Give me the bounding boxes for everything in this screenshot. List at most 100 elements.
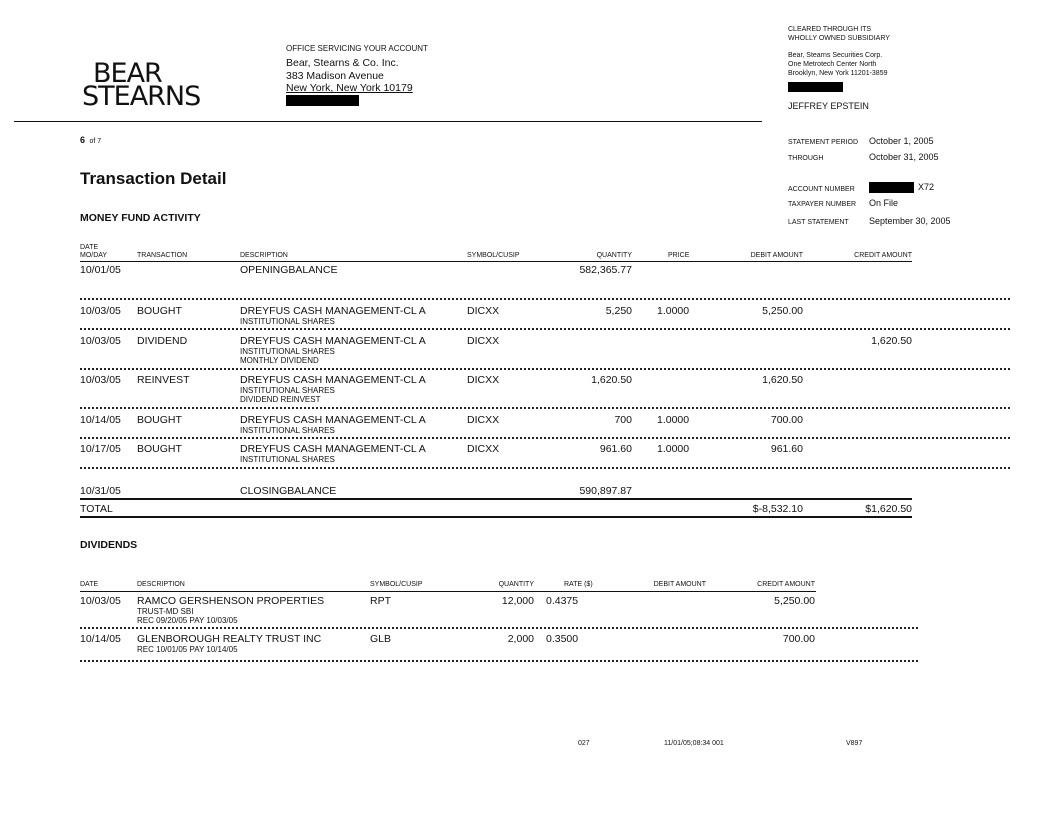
footer-timestamp: 11/01/05;08:34 001 — [664, 740, 724, 747]
period-label: STATEMENT PERIOD — [788, 139, 859, 146]
row-description-detail: INSTITUTIONAL SHARES — [240, 386, 335, 395]
row-description-detail: INSTITUTIONAL SHARES — [240, 317, 335, 326]
office-heading: OFFICE SERVICING YOUR ACCOUNT — [286, 44, 428, 53]
div-col-quantity: QUANTITY — [498, 581, 534, 588]
col-credit: CREDIT AMOUNT — [854, 252, 912, 259]
page-total: of 7 — [89, 138, 102, 145]
logo-line1: BEAR — [93, 58, 163, 89]
div-row-quantity: 2,000 — [507, 633, 534, 645]
div-header-rule — [80, 591, 816, 592]
row-divider — [80, 437, 1010, 439]
row-debit: 1,620.50 — [762, 374, 803, 386]
page-indicator: 6 of 7 — [80, 130, 101, 148]
div-row-rate: 0.3500 — [546, 633, 579, 645]
closing-quantity: 590,897.87 — [579, 485, 632, 497]
taxpayer-label: TAXPAYER NUMBER — [788, 201, 857, 208]
row-description-detail: INSTITUTIONAL SHARES — [240, 347, 335, 356]
div-col-description: DESCRIPTION — [137, 581, 185, 588]
row-divider — [80, 298, 1010, 300]
taxpayer-value: On File — [869, 198, 899, 208]
row-description: DREYFUS CASH MANAGEMENT-CL A — [240, 374, 426, 386]
client-name: JEFFREY EPSTEIN — [788, 101, 869, 111]
row-description-detail: DIVIDEND REINVEST — [240, 395, 321, 404]
row-date: 10/03/05 — [80, 305, 121, 317]
header-divider — [14, 121, 762, 122]
row-divider — [80, 467, 1010, 469]
last-statement-label: LAST STATEMENT — [788, 219, 849, 226]
div-row-credit: 700.00 — [782, 633, 815, 645]
row-description: DREYFUS CASH MANAGEMENT-CL A — [240, 335, 426, 347]
office-street: 383 Madison Avenue — [286, 70, 384, 82]
row-quantity: 961.60 — [599, 443, 632, 455]
row-quantity: 700 — [614, 414, 632, 426]
closing-date: 10/31/05 — [80, 485, 121, 497]
redaction-box — [869, 182, 914, 193]
bear-stearns-logo: BEAR STEARNS — [82, 58, 201, 112]
row-divider — [80, 368, 1010, 370]
clearing-city: Brooklyn, New York 11201-3859 — [788, 70, 888, 77]
total-debit: $-8,532.10 — [752, 503, 803, 515]
dividends-heading: DIVIDENDS — [80, 539, 138, 551]
div-col-debit: DEBIT AMOUNT — [653, 581, 706, 588]
row-transaction: REINVEST — [137, 374, 190, 386]
row-date: 10/03/05 — [80, 374, 121, 386]
div-col-credit: CREDIT AMOUNT — [757, 581, 815, 588]
div-row-date: 10/14/05 — [80, 633, 121, 645]
footer-version: V897 — [846, 740, 863, 747]
div-row-quantity: 12,000 — [501, 595, 534, 607]
row-transaction: DIVIDEND — [137, 335, 188, 347]
row-price: 1.0000 — [657, 414, 690, 426]
row-symbol: DICXX — [467, 443, 500, 455]
row-date: 10/17/05 — [80, 443, 121, 455]
logo-line2: STEARNS — [82, 81, 201, 112]
div-col-date: DATE — [80, 581, 99, 588]
col-date-line1: DATE — [80, 244, 99, 251]
div-row-symbol: RPT — [370, 595, 391, 607]
last-statement-value: September 30, 2005 — [869, 216, 951, 226]
row-description: DREYFUS CASH MANAGEMENT-CL A — [240, 443, 426, 455]
row-date: 10/03/05 — [80, 335, 121, 347]
row-price: 1.0000 — [657, 443, 690, 455]
row-description-detail: INSTITUTIONAL SHARES — [240, 455, 335, 464]
div-col-rate: RATE ($) — [564, 581, 593, 588]
row-debit: 5,250.00 — [762, 305, 803, 317]
col-quantity: QUANTITY — [596, 252, 632, 259]
page-title: Transaction Detail — [80, 169, 227, 188]
closing-description: CLOSINGBALANCE — [240, 485, 337, 497]
row-symbol: DICXX — [467, 374, 500, 386]
row-quantity: 1,620.50 — [591, 374, 632, 386]
div-row-rate: 0.4375 — [546, 595, 579, 607]
div-row-divider — [80, 660, 918, 662]
redaction-box — [788, 82, 843, 92]
total-label: TOTAL — [80, 503, 113, 515]
div-col-symbol: SYMBOL/CUSIP — [370, 581, 423, 588]
cleared-line2: WHOLLY OWNED SUBSIDIARY — [788, 35, 890, 42]
div-row-date: 10/03/05 — [80, 595, 121, 607]
col-date: DATE MO/DAY — [80, 244, 107, 260]
total-rule-bottom — [80, 516, 912, 518]
row-divider — [80, 407, 1010, 409]
col-symbol: SYMBOL/CUSIP — [467, 252, 520, 259]
footer-code: 027 — [578, 740, 590, 747]
total-credit: $1,620.50 — [865, 503, 912, 515]
row-symbol: DICXX — [467, 414, 500, 426]
row-transaction: BOUGHT — [137, 305, 182, 317]
row-description-detail: MONTHLY DIVIDEND — [240, 356, 319, 365]
div-row-description-detail: TRUST-MD SBI — [137, 607, 194, 616]
row-debit: 700.00 — [770, 414, 803, 426]
row-description: DREYFUS CASH MANAGEMENT-CL A — [240, 414, 426, 426]
col-date-line2: MO/DAY — [80, 252, 108, 259]
div-row-description-detail: REC 09/20/05 PAY 10/03/05 — [137, 616, 238, 625]
row-symbol: DICXX — [467, 305, 500, 317]
through-label: THROUGH — [788, 155, 824, 162]
col-transaction: TRANSACTION — [137, 252, 188, 259]
row-transaction: BOUGHT — [137, 443, 182, 455]
div-row-divider — [80, 627, 918, 629]
row-description: DREYFUS CASH MANAGEMENT-CL A — [240, 305, 426, 317]
row-description-detail: INSTITUTIONAL SHARES — [240, 426, 335, 435]
through-value: October 31, 2005 — [869, 152, 939, 162]
total-rule-top — [80, 498, 912, 500]
div-row-description-detail: REC 10/01/05 PAY 10/14/05 — [137, 645, 238, 654]
office-city: New York, New York 10179 — [286, 82, 413, 94]
row-date: 10/14/05 — [80, 414, 121, 426]
